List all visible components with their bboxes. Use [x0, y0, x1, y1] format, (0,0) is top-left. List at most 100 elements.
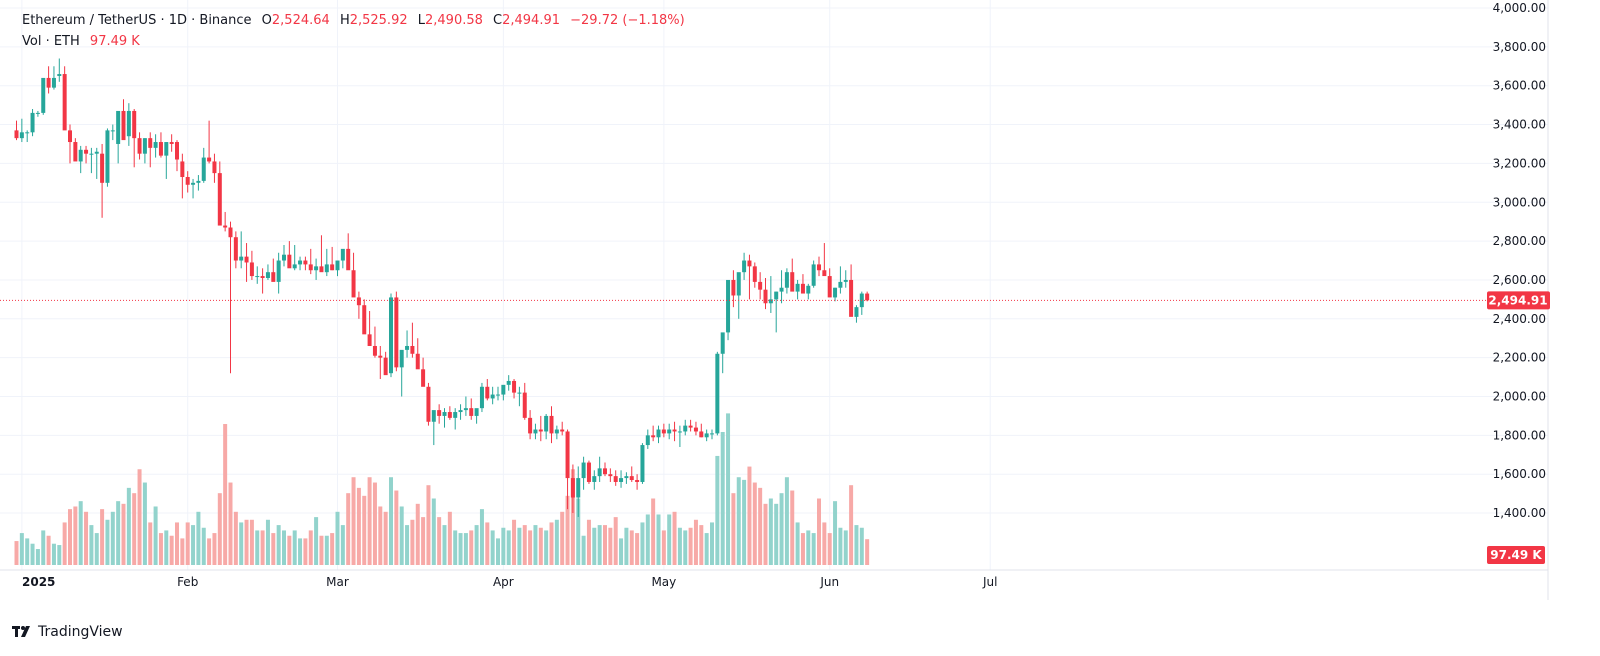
axes[interactable]: 4,000.00 3,800.00 3,600.00 3,400.00 3,200.00…	[0, 0, 1550, 600]
volume-bar	[453, 530, 458, 565]
volume-bar	[469, 530, 474, 565]
volume-bar	[276, 525, 281, 565]
volume-bar	[608, 527, 613, 565]
volume-bar	[244, 519, 249, 565]
volume-bar	[806, 530, 811, 565]
volume-bar	[314, 517, 319, 565]
candle-body	[512, 380, 517, 393]
volume-bar	[57, 545, 62, 565]
candle-body	[576, 478, 581, 498]
volume-bar	[624, 527, 629, 565]
candle-body	[46, 77, 51, 88]
candle-body	[287, 254, 292, 269]
volume-bar	[51, 543, 56, 565]
candle-body	[212, 161, 217, 174]
volume-badge[interactable]	[1487, 546, 1545, 564]
time-tick-label: May	[651, 575, 676, 589]
volume-bar	[319, 535, 324, 565]
volume-bar	[667, 514, 672, 565]
candle-body	[640, 445, 645, 482]
volume-bar	[335, 511, 340, 565]
price-tick-label: 1,400.00	[1493, 506, 1546, 520]
volume-bar	[447, 511, 452, 565]
candle-body	[383, 357, 388, 376]
candle-body	[223, 225, 228, 228]
candle-body	[538, 429, 543, 432]
candle-body	[121, 110, 126, 141]
volume-bar	[383, 511, 388, 565]
volume-bar	[833, 501, 838, 565]
volume-bar	[661, 530, 666, 565]
candle-body	[779, 287, 784, 292]
low-value: 2,490.58	[425, 13, 483, 28]
candle-body	[362, 305, 367, 335]
volume-bar	[742, 479, 747, 565]
candle-body	[164, 142, 169, 156]
volume-bar	[41, 530, 46, 565]
volume-bar	[790, 490, 795, 565]
symbol-label[interactable]: Ethereum / TetherUS · 1D · Binance	[22, 13, 252, 28]
candle-body	[239, 256, 244, 261]
candle-body	[496, 394, 500, 396]
candle-body	[447, 412, 452, 418]
volume-bar	[693, 519, 698, 565]
time-tick-label: 2025	[22, 575, 55, 589]
volume-bar	[137, 469, 142, 565]
volume-bar	[415, 503, 420, 565]
ohlc-legend-row: Ethereum / TetherUS · 1D · Binance O2,52…	[22, 10, 685, 31]
volume-bar	[795, 522, 800, 565]
volume-bar	[800, 533, 805, 565]
volume-bar	[89, 525, 94, 565]
volume-bar	[538, 527, 543, 565]
price-tick-label: 1,600.00	[1493, 467, 1546, 481]
tradingview-logo[interactable]: TradingView	[12, 624, 123, 640]
candle-body	[233, 237, 238, 261]
volume-bar	[292, 530, 297, 565]
candle-body	[110, 130, 115, 132]
volume-bar	[554, 519, 559, 565]
volume-bar	[699, 525, 704, 565]
volume-bar	[758, 487, 763, 565]
volume-label[interactable]: Vol · ETH	[22, 34, 80, 49]
candle-body	[442, 412, 447, 416]
volume-bar	[849, 485, 854, 565]
volume-bar	[30, 543, 35, 565]
volume-bar	[474, 525, 479, 565]
volume-value: 97.49 K	[89, 34, 140, 49]
candle-body	[126, 110, 131, 137]
candle-body	[319, 266, 324, 273]
time-tick-label: Feb	[177, 575, 198, 589]
candle-body	[667, 429, 672, 434]
candle-body	[308, 264, 313, 271]
candle-body	[629, 476, 634, 481]
candle-body	[303, 260, 308, 265]
volume-bar	[389, 477, 393, 565]
volume-bar	[175, 522, 179, 565]
volume-bar	[549, 522, 554, 565]
volume-bar	[522, 525, 527, 565]
candle-body	[25, 132, 30, 134]
candle-body	[479, 386, 484, 409]
volume-bar	[19, 533, 24, 565]
volume-bar	[710, 522, 714, 565]
volume-bar	[501, 527, 506, 565]
price-tick-label: 3,200.00	[1493, 156, 1546, 170]
candle-body	[201, 157, 206, 181]
volume-bar	[324, 535, 329, 565]
price-tick-label: 4,000.00	[1493, 1, 1546, 15]
candle-body	[554, 429, 559, 434]
volume-bar	[437, 517, 442, 565]
candle-body	[207, 157, 212, 162]
last-price-badge[interactable]	[1487, 291, 1550, 310]
candle-body	[41, 77, 46, 113]
volume-bar	[394, 490, 399, 565]
volume-bar	[619, 538, 624, 565]
volume-bar	[528, 530, 533, 565]
candle-body	[645, 435, 650, 446]
volume-bar	[228, 482, 233, 565]
candle-body	[330, 264, 335, 271]
candle-body	[265, 272, 270, 279]
price-tick-label: 3,400.00	[1493, 118, 1546, 132]
